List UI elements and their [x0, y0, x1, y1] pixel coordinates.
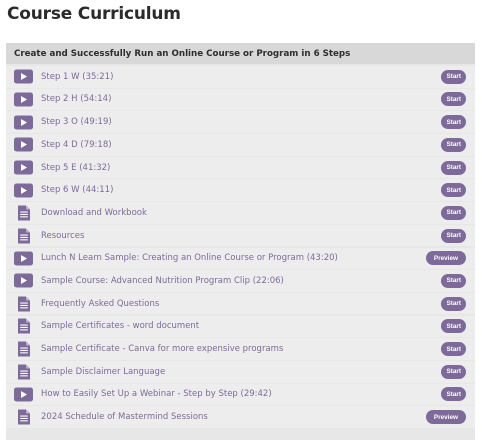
start-button[interactable]: Start: [441, 296, 466, 311]
lecture-title: Step 5 E (41:32): [41, 162, 111, 173]
lecture-row[interactable]: Step 2 H (54:14) Start: [6, 88, 475, 111]
lecture-row[interactable]: Sample Disclaimer Language Start: [6, 360, 475, 383]
lecture-title: Frequently Asked Questions: [41, 298, 160, 309]
play-icon: [14, 115, 33, 130]
document-icon: [14, 228, 33, 244]
curriculum-section: Create and Successfully Run an Online Co…: [6, 43, 475, 440]
lecture-title: Sample Disclaimer Language: [41, 366, 166, 377]
start-button[interactable]: Start: [441, 273, 466, 288]
preview-button[interactable]: Preview: [425, 410, 466, 425]
start-button[interactable]: Start: [441, 205, 466, 220]
start-button[interactable]: Start: [441, 92, 466, 107]
play-icon: [14, 251, 33, 266]
document-icon: [14, 364, 33, 380]
lecture-row[interactable]: Step 1 W (35:21) Start: [6, 66, 475, 88]
lecture-title: Sample Course: Advanced Nutrition Progra…: [41, 275, 284, 286]
section-header: Create and Successfully Run an Online Co…: [6, 43, 475, 64]
lecture-row[interactable]: Sample Certificate - Canva for more expe…: [6, 338, 475, 360]
start-button[interactable]: Start: [441, 387, 466, 402]
document-icon: [14, 409, 33, 425]
lecture-row[interactable]: Lunch N Learn Sample: Creating an Online…: [6, 247, 475, 270]
start-button[interactable]: Start: [441, 183, 466, 198]
lecture-title: Step 4 D (79:18): [41, 139, 112, 150]
start-button[interactable]: Start: [441, 160, 466, 175]
play-icon: [14, 273, 33, 288]
lecture-title: 2024 Schedule of Mastermind Sessions: [41, 412, 208, 423]
lecture-row[interactable]: Step 5 E (41:32) Start: [6, 156, 475, 179]
lecture-list: Step 1 W (35:21) Start Step 2 H (54:14) …: [6, 66, 475, 428]
lecture-row[interactable]: Download and Workbook Start: [6, 202, 475, 224]
lecture-title: Download and Workbook: [41, 207, 147, 218]
play-icon: [14, 183, 33, 198]
start-button[interactable]: Start: [441, 364, 466, 379]
start-button[interactable]: Start: [441, 228, 466, 243]
lecture-row[interactable]: Step 4 D (79:18) Start: [6, 134, 475, 156]
document-icon: [14, 205, 33, 221]
play-icon: [14, 137, 33, 152]
preview-button[interactable]: Preview: [425, 251, 466, 266]
lecture-row[interactable]: Step 3 O (49:19) Start: [6, 111, 475, 133]
lecture-title: Step 3 O (49:19): [41, 117, 112, 128]
lecture-row[interactable]: Step 6 W (44:11) Start: [6, 179, 475, 202]
start-button[interactable]: Start: [441, 319, 466, 334]
play-icon: [14, 387, 33, 402]
lecture-title: Resources: [41, 230, 85, 241]
lecture-title: Lunch N Learn Sample: Creating an Online…: [41, 253, 338, 264]
lecture-row[interactable]: Sample Certificates - word document Star…: [6, 315, 475, 338]
lecture-row[interactable]: Sample Course: Advanced Nutrition Progra…: [6, 270, 475, 292]
lecture-title: Step 1 W (35:21): [41, 71, 114, 82]
start-button[interactable]: Start: [441, 137, 466, 152]
lecture-title: Sample Certificates - word document: [41, 321, 200, 332]
lecture-title: How to Easily Set Up a Webinar - Step by…: [41, 389, 272, 400]
lecture-title: Step 2 H (54:14): [41, 94, 112, 105]
lecture-row[interactable]: Resources Start: [6, 224, 475, 247]
document-icon: [14, 318, 33, 334]
lecture-row[interactable]: Frequently Asked Questions Start: [6, 292, 475, 315]
lecture-row[interactable]: How to Easily Set Up a Webinar - Step by…: [6, 383, 475, 406]
page-title: Course Curriculum: [7, 4, 181, 24]
start-button[interactable]: Start: [441, 69, 466, 84]
play-icon: [14, 92, 33, 107]
lecture-row[interactable]: 2024 Schedule of Mastermind Sessions Pre…: [6, 406, 475, 428]
start-button[interactable]: Start: [441, 342, 466, 357]
play-icon: [14, 69, 33, 84]
play-icon: [14, 160, 33, 175]
document-icon: [14, 341, 33, 357]
lecture-title: Sample Certificate - Canva for more expe…: [41, 344, 284, 355]
lecture-title: Step 6 W (44:11): [41, 185, 114, 196]
document-icon: [14, 296, 33, 312]
start-button[interactable]: Start: [441, 115, 466, 130]
